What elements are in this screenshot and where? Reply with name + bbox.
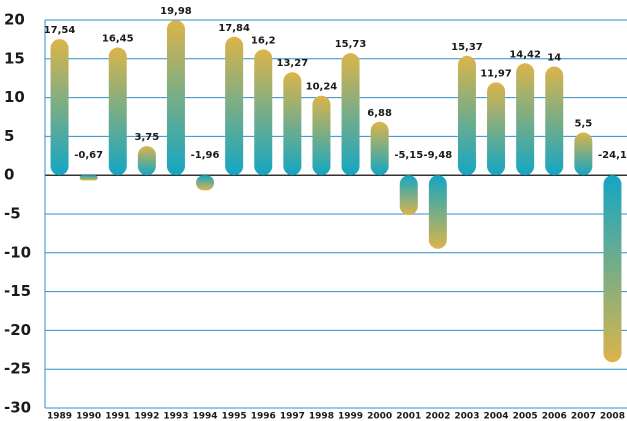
- value-label: -0,67: [74, 150, 103, 161]
- bar: [341, 53, 360, 176]
- bar: [50, 39, 69, 176]
- x-tick-label: 2005: [513, 412, 538, 421]
- x-tick-label: 2001: [396, 412, 421, 421]
- bar: [399, 175, 418, 216]
- value-label: 10,24: [306, 82, 338, 93]
- value-label: 16,2: [251, 35, 276, 46]
- y-tick-label: -20: [4, 321, 31, 339]
- x-tick-label: 2000: [367, 412, 392, 421]
- value-label: 15,37: [451, 42, 483, 53]
- y-tick-label: -5: [4, 205, 21, 223]
- x-tick-label: 2002: [425, 412, 450, 421]
- value-label: 13,27: [277, 58, 309, 69]
- x-tick-label: 2008: [600, 412, 625, 421]
- x-tick-label: 1992: [134, 412, 159, 421]
- y-tick-label: -30: [4, 399, 31, 417]
- value-label: -1,96: [191, 150, 220, 161]
- y-tick-label: -25: [4, 360, 31, 378]
- bar: [166, 20, 185, 176]
- value-label: -24,1: [598, 150, 627, 161]
- bar: [487, 82, 506, 176]
- x-tick-label: 1996: [251, 412, 276, 421]
- value-label: 14: [547, 53, 561, 64]
- y-tick-label: -15: [4, 282, 31, 300]
- x-tick-label: 1998: [309, 412, 334, 421]
- value-label: 17,84: [218, 23, 250, 34]
- value-label: 17,54: [44, 25, 76, 36]
- value-label: 15,73: [335, 39, 367, 50]
- y-tick-label: 10: [4, 88, 25, 106]
- x-tick-label: 1999: [338, 412, 363, 421]
- bar: [312, 95, 331, 176]
- y-tick-label: 5: [4, 127, 14, 145]
- y-tick-label: -10: [4, 243, 31, 261]
- bar: [545, 66, 564, 176]
- value-label: 5,5: [574, 119, 592, 130]
- x-tick-label: 2004: [484, 412, 509, 421]
- value-label: 14,42: [509, 49, 541, 60]
- bar: [428, 175, 447, 249]
- value-label: 3,75: [135, 132, 160, 143]
- bar: [79, 175, 98, 181]
- x-tick-label: 1991: [105, 412, 130, 421]
- bar: [225, 36, 244, 176]
- y-tick-label: 0: [4, 166, 14, 184]
- y-tick-label: 20: [4, 11, 25, 29]
- bar: [283, 72, 302, 176]
- value-label: -5,15: [394, 150, 423, 161]
- y-tick-label: 15: [4, 49, 25, 67]
- bar: [254, 49, 273, 176]
- x-tick-label: 2007: [571, 412, 596, 421]
- bar: [516, 63, 535, 176]
- x-tick-label: 1994: [193, 412, 218, 421]
- bar: [370, 121, 389, 176]
- x-tick-label: 1995: [222, 412, 247, 421]
- bar: [457, 55, 476, 176]
- bar: [574, 132, 593, 176]
- bar: [137, 146, 156, 176]
- x-tick-label: 2003: [454, 412, 479, 421]
- x-tick-label: 1990: [76, 412, 101, 421]
- x-tick-label: 2006: [542, 412, 567, 421]
- x-tick-label: 1993: [163, 412, 188, 421]
- x-tick-label: 1997: [280, 412, 305, 421]
- bar: [196, 175, 215, 191]
- value-label: 11,97: [480, 68, 512, 79]
- value-label: 6,88: [367, 108, 392, 119]
- value-label: 19,98: [160, 6, 192, 17]
- bar: [108, 47, 127, 176]
- value-label: -9,48: [423, 150, 452, 161]
- x-tick-label: 1989: [47, 412, 72, 421]
- value-label: 16,45: [102, 34, 134, 45]
- bar: [603, 175, 622, 363]
